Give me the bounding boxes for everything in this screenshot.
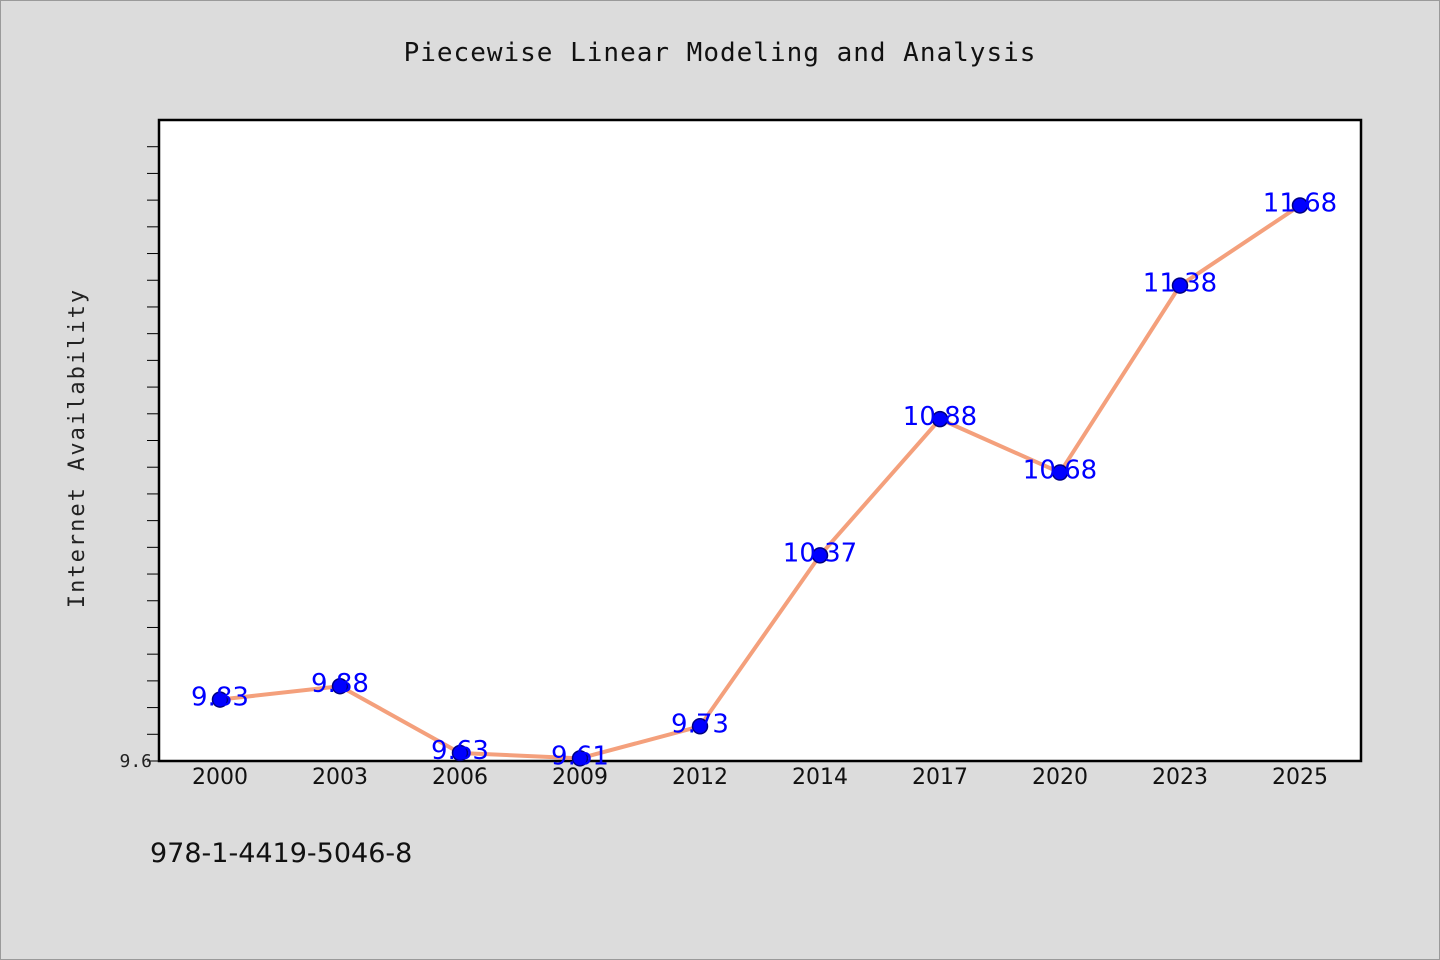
data-label: 9.73	[671, 709, 729, 739]
plot-area	[157, 118, 1363, 763]
data-label: 11.68	[1263, 188, 1337, 218]
data-label: 11.38	[1143, 269, 1217, 299]
data-point	[1051, 464, 1069, 481]
data-label: 9.61	[551, 741, 609, 771]
footer-isbn: 978-1-4419-5046-8	[150, 838, 412, 869]
data-point	[691, 718, 709, 735]
x-tick-label: 2009	[552, 765, 608, 790]
data-points	[211, 197, 1309, 767]
y-tick-label: 9.6	[119, 751, 152, 772]
series-line-group	[219, 203, 1302, 761]
series-line	[219, 203, 1302, 761]
data-point	[811, 547, 829, 564]
data-point	[331, 677, 349, 695]
data-label: 9.63	[431, 736, 489, 766]
x-axis-ticks: 2000 2003 2006 2009 2012 2014 2017 2020 2023 2025	[192, 765, 1328, 790]
x-tick-label: 2014	[792, 765, 848, 790]
data-labels: 9.83 9.88 9.63 9.61 9.73 10.37 10.88 10.68 11.38…	[191, 188, 1337, 771]
x-tick-label: 2025	[1272, 765, 1328, 790]
data-point	[1291, 197, 1309, 214]
y-axis-ticks	[147, 146, 159, 762]
x-tick-label: 2023	[1152, 765, 1208, 790]
data-label: 10.68	[1023, 456, 1097, 486]
data-label: 10.88	[903, 402, 977, 432]
x-tick-label: 2020	[1032, 765, 1088, 790]
data-label: 9.83	[191, 683, 249, 713]
data-label: 10.37	[783, 538, 857, 568]
x-tick-label: 2012	[672, 765, 728, 790]
chart-title: Piecewise Linear Modeling and Analysis	[404, 38, 1037, 68]
x-tick-label: 2017	[912, 765, 968, 790]
data-point	[1171, 277, 1189, 294]
data-point	[931, 410, 949, 428]
y-axis-label: Internet Availability	[65, 288, 90, 608]
data-point	[451, 744, 469, 762]
data-point	[211, 691, 229, 708]
data-label: 9.88	[311, 669, 369, 699]
data-point	[571, 750, 589, 767]
x-tick-label: 2006	[432, 765, 488, 790]
x-tick-label: 2003	[312, 765, 368, 790]
x-tick-label: 2000	[192, 765, 248, 790]
